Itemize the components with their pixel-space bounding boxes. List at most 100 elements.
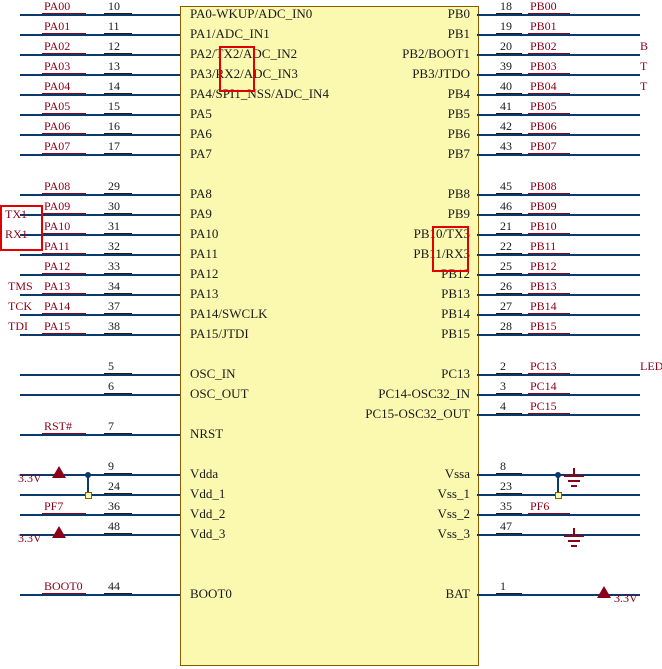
pin-wire [20,74,180,76]
pin-num-underline [104,113,132,114]
net-label: PB00 [530,0,557,14]
net-underline [528,413,570,414]
net-label: PA14 [44,299,70,314]
net-label: PB05 [530,99,557,114]
net-label: PF7 [44,499,63,514]
pin-num-underline [104,273,132,274]
chip-pin-func: PA4/SPI1_NSS/ADC_IN4 [190,86,329,102]
chip-pin-func: PC15-OSC32_OUT [365,406,470,422]
net-label2: B [640,39,648,54]
pin-num-underline [104,473,132,474]
pin-number: 20 [500,39,512,54]
pin-wire [20,274,180,276]
chip-pin-func: PA6 [190,126,212,142]
net-underline [528,233,570,234]
pin-number: 14 [108,79,120,94]
chip-pin-func: PA11 [190,246,218,262]
pin-wire [20,154,180,156]
pin-wire [477,74,640,76]
net-underline [42,93,86,94]
pin-num-underline [104,153,132,154]
pin-number: 23 [500,479,512,494]
pin-num-underline [496,273,522,274]
chip-pin-func: PA14/SWCLK [190,306,268,322]
net-label: PB15 [530,319,557,334]
pin-wire [477,234,640,236]
net-underline [528,293,570,294]
pin-wire [477,154,640,156]
net-label: PB11 [530,239,556,254]
net-underline [528,53,570,54]
net-label2: TCK [8,299,32,314]
chip-pin-func: PA9 [190,206,212,222]
pin-wire [477,394,640,396]
pin-num-underline [104,233,132,234]
net-label: PB08 [530,179,557,194]
chip-pin-func: Vss_1 [437,486,470,502]
net-underline [528,213,570,214]
net-underline [528,333,570,334]
pin-number: 44 [108,579,120,594]
net-label: PA06 [44,119,70,134]
pin-number: 2 [500,359,506,374]
net-underline [528,273,570,274]
net-underline [528,253,570,254]
net-label: PB04 [530,79,557,94]
pin-wire [20,294,180,296]
net-label: PB13 [530,279,557,294]
pin-number: 17 [108,139,120,154]
net-underline [42,253,86,254]
chip-pin-func: Vdda [190,466,218,482]
net-underline [528,113,570,114]
chip-pin-func: PA7 [190,146,212,162]
net-underline [42,293,86,294]
pin-number: 1 [500,579,506,594]
pin-number: 45 [500,179,512,194]
pin-number: 34 [108,279,120,294]
pin-num-underline [496,373,522,374]
pin-wire [477,114,640,116]
net-label: PA13 [44,279,70,294]
pin-number: 46 [500,199,512,214]
pin-num-underline [104,333,132,334]
pin-wire [20,114,180,116]
pin-wire [477,534,640,536]
pin-number: 21 [500,219,512,234]
net-underline [42,113,86,114]
net-underline [42,593,86,594]
net-underline [42,193,86,194]
pin-num-underline [496,193,522,194]
chip-pin-func: PB8 [448,186,470,202]
pin-num-underline [496,253,522,254]
pin-num-underline [104,493,132,494]
net-label: PF6 [530,499,549,514]
chip-pin-func: OSC_IN [190,366,236,382]
pin-number: 6 [108,379,114,394]
net-label: PA04 [44,79,70,94]
pin-num-underline [104,253,132,254]
pin-wire [20,334,180,336]
pwr-arrow-left-bot [52,526,66,544]
net-underline [528,133,570,134]
pin-num-underline [104,53,132,54]
pin-num-underline [104,593,132,594]
chip-pin-func: PB15 [441,326,470,342]
net-tx1: TX1 [5,207,27,222]
chip-pin-func: PA10 [190,226,218,242]
net-underline [42,313,86,314]
pin-wire [20,434,180,436]
chip-pin-func: PA12 [190,266,218,282]
chip-pin-func: NRST [190,426,223,442]
pin-wire [477,274,640,276]
chip-pin-func: PA1/ADC_IN1 [190,26,270,42]
net-3v3-b: 3.3V [18,531,42,546]
chip-pin-func: Vss_2 [437,506,470,522]
pin-number: 38 [108,319,120,334]
net-underline [528,373,570,374]
chip-pin-func: PB5 [448,106,470,122]
pin-num-underline [496,73,522,74]
pin-number: 11 [108,19,120,34]
pin-number: 5 [108,359,114,374]
pin-wire [477,34,640,36]
pin-number: 19 [500,19,512,34]
